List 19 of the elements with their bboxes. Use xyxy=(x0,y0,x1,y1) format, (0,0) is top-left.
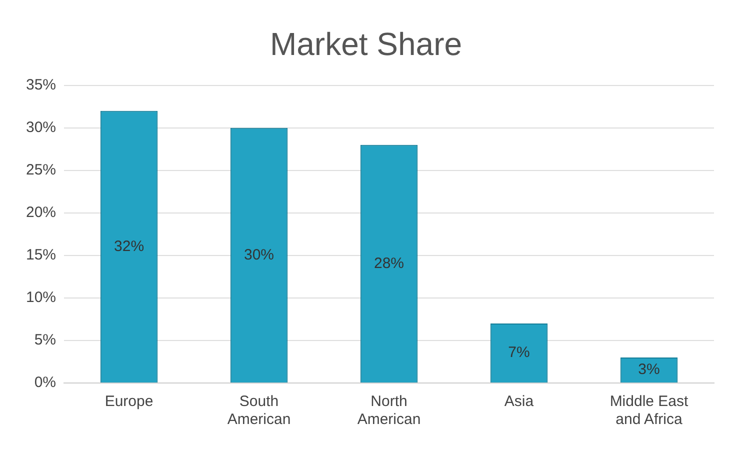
x-tick-label: Europe xyxy=(104,393,154,410)
x-tick-label: South American xyxy=(227,393,291,428)
y-tick-label: 35% xyxy=(26,76,56,94)
y-tick-label: 15% xyxy=(26,246,56,264)
y-tick-label: 10% xyxy=(26,289,56,306)
y-tick-label: 0% xyxy=(34,374,56,392)
chart-title: Market Share xyxy=(270,26,462,62)
data-label: 32% xyxy=(114,238,144,255)
data-label: 30% xyxy=(244,246,274,264)
y-tick-label: 20% xyxy=(26,204,56,222)
x-tick-label: Asia xyxy=(504,393,534,410)
data-label: 7% xyxy=(508,344,530,362)
y-tick-label: 30% xyxy=(26,119,56,136)
x-tick-label: North American xyxy=(357,393,421,428)
data-label: 3% xyxy=(638,361,660,378)
data-label: 28% xyxy=(374,254,404,272)
x-tick-label: Middle East and Africa xyxy=(610,393,690,428)
y-tick-label: 25% xyxy=(26,162,56,179)
y-tick-label: 5% xyxy=(34,332,56,349)
